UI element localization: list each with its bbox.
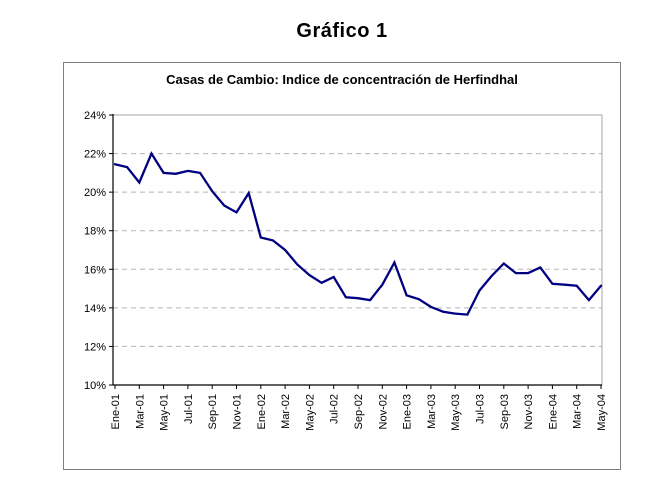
- figure-title: Gráfico 1: [296, 20, 388, 42]
- chart-title: Casas de Cambio: Indice de concentración…: [166, 72, 518, 87]
- y-tick-label: 22%: [84, 149, 106, 161]
- chart-area: 24% 22% 20% 18% 16% 14% 12% 10% Ene-01 Mar-01 May-…: [63, 62, 621, 470]
- y-tick-label: 20%: [84, 187, 106, 199]
- x-tick-label: Mar-04: [572, 394, 584, 429]
- y-tick-label: 18%: [84, 226, 106, 238]
- x-tick-label: Sep-01: [207, 394, 219, 429]
- x-tick-label: Mar-01: [134, 394, 146, 429]
- x-tick-label: Jul-02: [329, 394, 341, 424]
- x-tick-label: Jul-03: [475, 394, 487, 424]
- y-tick-label: 10%: [84, 380, 106, 392]
- x-tick-label: Ene-04: [547, 394, 559, 429]
- x-tick-label: Nov-02: [377, 394, 389, 429]
- x-axis-labels: Ene-01 Mar-01 May-01 Jul-01 Sep-01 Nov-01 Ene-…: [110, 385, 608, 431]
- x-tick-label: Ene-02: [256, 394, 268, 429]
- x-tick-label: Nov-03: [523, 394, 535, 429]
- x-tick-label: May-03: [450, 394, 462, 431]
- x-tick-label: Ene-03: [402, 394, 414, 429]
- line-chart: 24% 22% 20% 18% 16% 14% 12% 10% Ene-01 Mar-01 May-…: [84, 110, 608, 431]
- y-axis-labels: 24% 22% 20% 18% 16% 14% 12% 10%: [84, 110, 113, 392]
- plot-border: [112, 114, 603, 386]
- x-tick-label: Mar-02: [280, 394, 292, 429]
- y-tick-label: 12%: [84, 341, 106, 353]
- x-tick-label: Jul-01: [183, 394, 195, 424]
- y-tick-label: 16%: [84, 264, 106, 276]
- gridlines: [113, 153, 602, 347]
- x-tick-label: May-04: [596, 394, 608, 431]
- x-tick-label: Ene-01: [110, 394, 122, 429]
- x-tick-label: Sep-03: [499, 394, 511, 429]
- x-tick-label: May-01: [159, 394, 171, 431]
- x-tick-label: Mar-03: [426, 394, 438, 429]
- x-tick-label: Sep-02: [353, 394, 365, 429]
- axes: [112, 114, 602, 386]
- y-tick-label: 24%: [84, 110, 106, 122]
- series-line: [113, 151, 603, 316]
- x-tick-label: Nov-01: [232, 394, 244, 429]
- x-tick-label: May-02: [304, 394, 316, 431]
- y-tick-label: 14%: [84, 303, 106, 315]
